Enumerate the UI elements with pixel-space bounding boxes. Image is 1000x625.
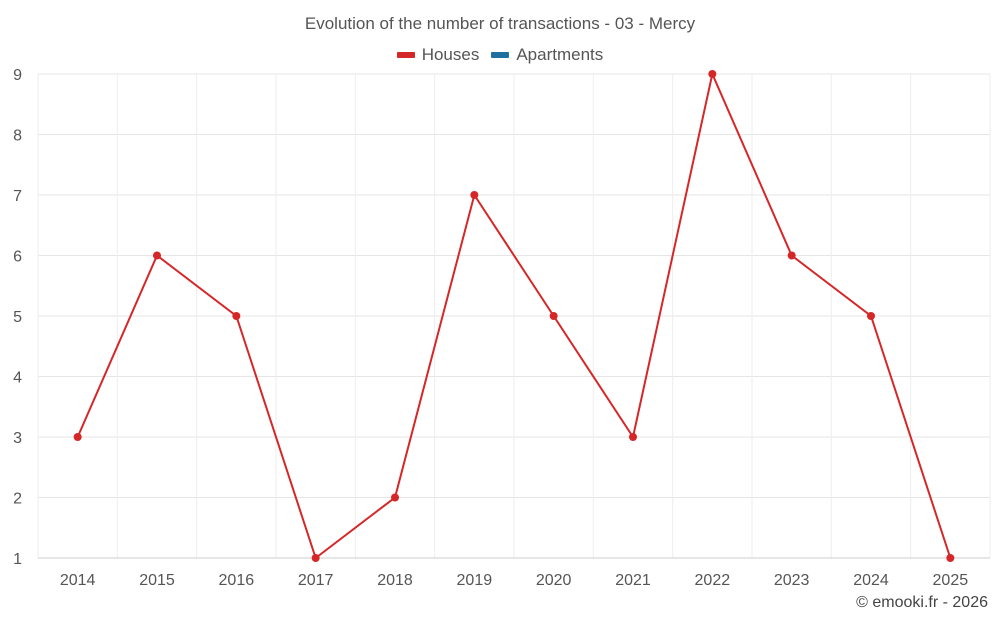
x-tick-label: 2020 [536,572,572,589]
data-point-houses [708,70,717,78]
chart-title: Evolution of the number of transactions … [304,14,696,33]
y-tick-label: 7 [13,188,22,205]
series-line-houses [76,70,952,560]
data-point-houses [73,433,82,441]
data-point-houses [549,312,558,320]
data-point-houses [867,312,875,320]
y-tick-label: 9 [13,67,22,84]
y-tick-label: 1 [13,551,22,568]
y-tick-label: 8 [13,128,22,145]
x-tick-label: 2024 [853,572,889,589]
x-tick-label: 2017 [298,572,334,589]
y-tick-label: 6 [13,249,22,266]
x-tick-label: 2021 [615,572,651,589]
legend-item-apartments[interactable]: Apartments [491,45,603,65]
data-point-houses [391,493,399,502]
credit: © emooki.fr - 2026 [856,594,988,611]
data-point-houses [629,433,637,441]
axes: 1 2 3 4 5 6 7 8 9 2014 2015 2016 2017 2018 2019 2020 202… [13,67,990,589]
x-tick-label: 2014 [60,572,96,589]
y-tick-label: 2 [13,491,22,508]
data-point-houses [946,554,955,562]
x-tick-label: 2022 [695,572,731,589]
legend-item-houses[interactable]: Houses [396,45,480,65]
grid [37,73,991,559]
legend-swatch-apartments [491,52,510,58]
data-point-houses [311,554,320,562]
data-point-houses [470,191,479,199]
data-point-houses [787,251,796,260]
x-tick-label: 2018 [377,572,413,589]
data-point-houses [232,312,241,320]
y-tick-label: 3 [13,430,22,447]
legend: Houses Apartments [0,45,1000,65]
legend-label-houses: Houses [421,45,480,64]
x-tick-label: 2015 [139,572,175,589]
data-point-houses [153,251,161,260]
x-tick-label: 2016 [219,572,255,589]
x-tick-label: 2023 [774,572,810,589]
y-tick-label: 5 [13,309,22,326]
y-tick-label: 4 [13,370,22,387]
series [73,70,955,562]
x-tick-label: 2025 [933,572,969,589]
x-tick-label: 2019 [457,572,493,589]
legend-label-apartments: Apartments [516,45,604,64]
legend-swatch-houses [396,52,415,58]
